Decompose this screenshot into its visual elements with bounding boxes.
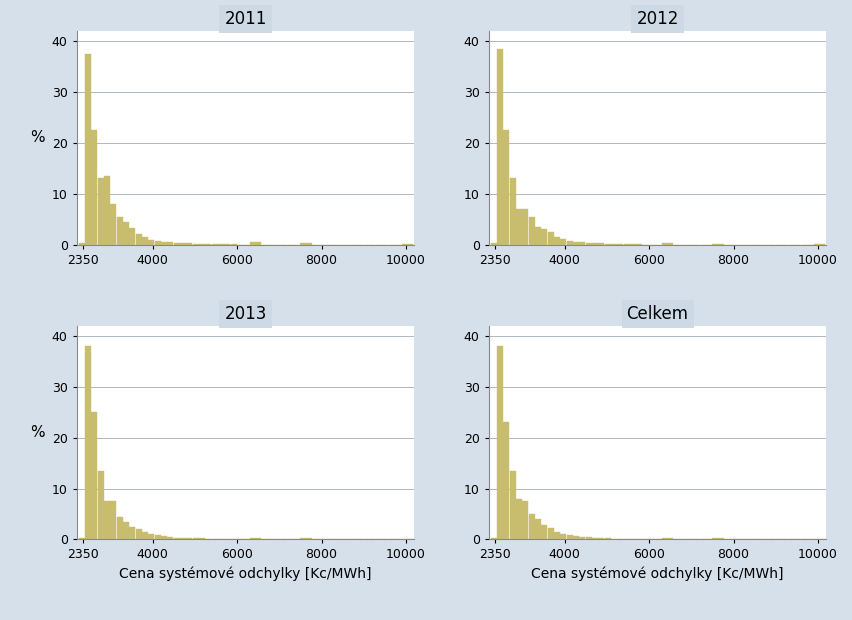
- Bar: [111, 204, 116, 245]
- Bar: [522, 209, 528, 245]
- Title: Celkem: Celkem: [626, 305, 688, 323]
- Bar: [148, 534, 154, 539]
- Bar: [78, 243, 84, 245]
- Bar: [509, 179, 515, 245]
- Bar: [104, 176, 110, 245]
- Bar: [193, 538, 199, 539]
- Bar: [586, 242, 591, 245]
- Bar: [142, 532, 148, 539]
- Bar: [104, 501, 110, 539]
- Bar: [85, 54, 91, 245]
- Bar: [592, 538, 598, 539]
- Bar: [535, 519, 541, 539]
- Bar: [516, 498, 522, 539]
- Bar: [573, 536, 579, 539]
- Bar: [535, 227, 541, 245]
- Bar: [522, 501, 528, 539]
- Y-axis label: %: %: [31, 130, 45, 145]
- Bar: [516, 209, 522, 245]
- Bar: [579, 537, 585, 539]
- Bar: [124, 521, 129, 539]
- Bar: [301, 538, 312, 539]
- Bar: [542, 229, 547, 245]
- Bar: [548, 528, 554, 539]
- Bar: [155, 241, 161, 245]
- Bar: [117, 516, 123, 539]
- Bar: [168, 242, 173, 245]
- Bar: [250, 242, 262, 245]
- Bar: [561, 239, 567, 245]
- Bar: [529, 216, 535, 245]
- Bar: [542, 525, 547, 539]
- Bar: [567, 535, 573, 539]
- Bar: [187, 538, 193, 539]
- Bar: [592, 243, 598, 245]
- Bar: [161, 242, 167, 245]
- Bar: [548, 232, 554, 245]
- Bar: [91, 130, 97, 245]
- Bar: [598, 243, 604, 245]
- Bar: [586, 538, 591, 539]
- Bar: [579, 242, 585, 245]
- Bar: [117, 216, 123, 245]
- Bar: [135, 529, 141, 539]
- Bar: [491, 243, 497, 245]
- Bar: [193, 244, 199, 245]
- Bar: [567, 241, 573, 245]
- Bar: [662, 243, 673, 245]
- Y-axis label: %: %: [31, 425, 45, 440]
- Bar: [509, 471, 515, 539]
- Title: 2011: 2011: [224, 10, 267, 28]
- Bar: [85, 346, 91, 539]
- Title: 2012: 2012: [636, 10, 679, 28]
- Bar: [554, 532, 560, 539]
- Bar: [91, 412, 97, 539]
- Bar: [174, 242, 180, 245]
- Bar: [130, 228, 135, 245]
- Bar: [98, 179, 104, 245]
- Bar: [124, 222, 129, 245]
- Bar: [199, 244, 205, 245]
- X-axis label: Cena systémové odchylky [Kc/MWh]: Cena systémové odchylky [Kc/MWh]: [119, 567, 371, 582]
- Bar: [180, 538, 186, 539]
- Bar: [529, 514, 535, 539]
- Bar: [199, 538, 205, 539]
- Bar: [174, 538, 180, 539]
- Bar: [180, 243, 186, 245]
- Bar: [78, 538, 84, 539]
- Bar: [135, 234, 141, 245]
- Bar: [504, 422, 509, 539]
- Bar: [98, 471, 104, 539]
- Bar: [712, 538, 724, 539]
- Bar: [111, 501, 116, 539]
- Bar: [161, 536, 167, 539]
- Bar: [498, 49, 503, 245]
- Bar: [712, 244, 724, 245]
- Bar: [554, 237, 560, 245]
- Bar: [605, 244, 611, 245]
- Bar: [605, 538, 611, 539]
- Bar: [205, 244, 211, 245]
- Bar: [130, 526, 135, 539]
- Title: 2013: 2013: [224, 305, 267, 323]
- Bar: [561, 534, 567, 539]
- Bar: [573, 242, 579, 245]
- Bar: [491, 538, 497, 539]
- Bar: [187, 243, 193, 245]
- Bar: [598, 538, 604, 539]
- Bar: [148, 239, 154, 245]
- Bar: [301, 242, 312, 245]
- Bar: [662, 538, 673, 539]
- Bar: [504, 130, 509, 245]
- Bar: [498, 346, 503, 539]
- X-axis label: Cena systémové odchylky [Kc/MWh]: Cena systémové odchylky [Kc/MWh]: [532, 567, 784, 582]
- Bar: [142, 237, 148, 245]
- Bar: [155, 535, 161, 539]
- Bar: [168, 537, 173, 539]
- Bar: [250, 538, 262, 539]
